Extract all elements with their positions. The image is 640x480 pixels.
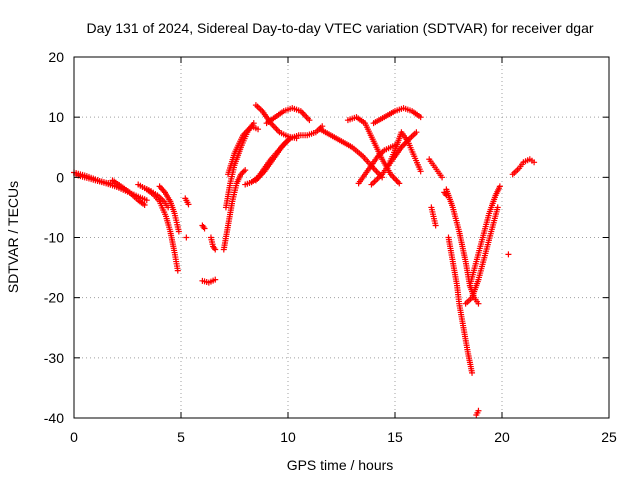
series-arc-17 bbox=[263, 105, 313, 127]
data-point bbox=[242, 167, 249, 174]
series-arc-08 bbox=[183, 234, 190, 241]
y-tick-label: 20 bbox=[48, 49, 64, 65]
x-tick-label: 0 bbox=[70, 429, 78, 445]
series-arc-10 bbox=[199, 222, 208, 232]
series-arc-32 bbox=[473, 407, 482, 418]
series-arc-13 bbox=[222, 120, 257, 211]
series-arc-25 bbox=[426, 156, 446, 181]
data-point bbox=[306, 117, 313, 124]
series-arc-07 bbox=[182, 195, 192, 208]
data-point bbox=[212, 276, 219, 283]
data-point bbox=[141, 202, 148, 209]
chart-title: Day 131 of 2024, Sidereal Day-to-day VTE… bbox=[86, 20, 593, 36]
data-point bbox=[175, 228, 182, 235]
axis-ticks bbox=[73, 56, 610, 419]
data-point bbox=[201, 225, 208, 232]
series-arc-11 bbox=[207, 234, 219, 253]
data-point bbox=[475, 407, 482, 414]
x-tick-label: 10 bbox=[280, 429, 296, 445]
series-arc-14 bbox=[225, 123, 262, 178]
data-point bbox=[494, 204, 501, 211]
x-tick-label: 25 bbox=[601, 429, 617, 445]
series-arc-05 bbox=[143, 186, 181, 274]
series-arc-24 bbox=[385, 129, 424, 175]
series-arc-31 bbox=[466, 183, 503, 289]
data-point bbox=[531, 159, 538, 166]
data-point bbox=[185, 201, 192, 208]
data-point bbox=[396, 180, 403, 187]
series-arc-34 bbox=[509, 156, 538, 178]
data-point bbox=[505, 251, 512, 258]
series-arc-33 bbox=[505, 251, 512, 258]
series-arc-30 bbox=[462, 204, 501, 307]
series-arc-22 bbox=[370, 105, 424, 127]
data-point bbox=[240, 168, 247, 175]
series-arc-26 bbox=[428, 204, 439, 229]
x-tick-label: 20 bbox=[494, 429, 510, 445]
data-point bbox=[417, 168, 424, 175]
y-tick-label: -20 bbox=[44, 290, 64, 306]
data-point bbox=[439, 174, 446, 181]
data-point bbox=[413, 129, 420, 136]
data-point bbox=[174, 267, 181, 274]
series-arc-28 bbox=[445, 234, 476, 376]
x-axis-label: GPS time / hours bbox=[287, 457, 394, 473]
y-tick-label: 10 bbox=[48, 109, 64, 125]
y-tick-label: 0 bbox=[56, 169, 64, 185]
series-arc-12 bbox=[220, 167, 249, 253]
series-arc-19 bbox=[317, 126, 386, 181]
y-axis-label: SDTVAR / TECUs bbox=[5, 181, 21, 293]
data-point bbox=[183, 234, 190, 241]
x-tick-label: 5 bbox=[177, 429, 185, 445]
x-axis: 0 5 10 15 20 25 bbox=[70, 429, 617, 445]
grid bbox=[74, 57, 609, 418]
data-point bbox=[417, 114, 424, 121]
plot-area bbox=[71, 102, 538, 418]
data-point bbox=[212, 246, 219, 253]
data-point bbox=[475, 300, 482, 307]
y-tick-label: -40 bbox=[44, 410, 64, 426]
series-arc-18 bbox=[242, 135, 294, 188]
y-tick-label: -10 bbox=[44, 230, 64, 246]
data-point bbox=[496, 183, 503, 190]
x-tick-label: 15 bbox=[387, 429, 403, 445]
y-axis: -40 -30 -20 -10 0 10 20 bbox=[44, 49, 64, 426]
data-point bbox=[432, 222, 439, 229]
data-point bbox=[469, 369, 476, 376]
data-point bbox=[143, 197, 150, 204]
y-tick-label: -30 bbox=[44, 350, 64, 366]
series-arc-03 bbox=[109, 177, 148, 209]
series-arc-06 bbox=[156, 183, 182, 235]
series-arc-16 bbox=[252, 123, 326, 184]
data-point bbox=[255, 126, 262, 133]
series-arc-09 bbox=[199, 276, 219, 286]
data-point bbox=[287, 135, 294, 142]
